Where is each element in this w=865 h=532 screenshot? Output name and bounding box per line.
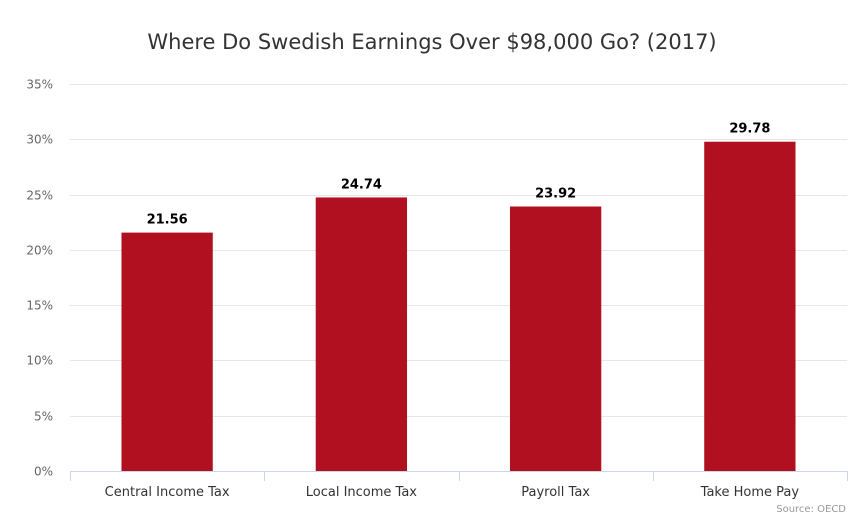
x-axis: Central Income Tax Local Income Tax Payrol…: [70, 471, 848, 500]
x-tick-label: Take Home Pay: [700, 485, 800, 500]
y-tick-label: 30%: [26, 133, 53, 147]
y-axis: 0% 5% 10% 15% 20% 25% 30% 35%: [26, 78, 53, 479]
bar: [704, 141, 796, 471]
data-label: 23.92: [535, 187, 576, 202]
y-tick-label: 0%: [34, 465, 53, 479]
data-labels: 21.56 24.74 23.92 29.78: [147, 122, 771, 228]
bar: [315, 197, 408, 471]
data-label: 29.78: [729, 122, 770, 137]
x-tick-label: Local Income Tax: [306, 485, 418, 500]
bar: [121, 232, 213, 471]
y-tick-label: 10%: [26, 354, 53, 368]
bars: [121, 141, 796, 472]
y-tick-label: 15%: [26, 299, 53, 313]
bar: [509, 206, 602, 472]
y-tick-label: 20%: [26, 244, 53, 258]
y-tick-label: 5%: [34, 410, 53, 424]
x-tick-label: Payroll Tax: [521, 485, 590, 500]
data-label: 24.74: [341, 177, 382, 192]
data-label: 21.56: [147, 213, 188, 228]
y-tick-label: 35%: [26, 78, 53, 92]
x-tick-label: Central Income Tax: [105, 485, 230, 500]
chart-title: Where Do Swedish Earnings Over $98,000 G…: [147, 30, 716, 54]
y-tick-label: 25%: [26, 189, 53, 203]
credit-text: Source: OECD: [776, 504, 846, 515]
